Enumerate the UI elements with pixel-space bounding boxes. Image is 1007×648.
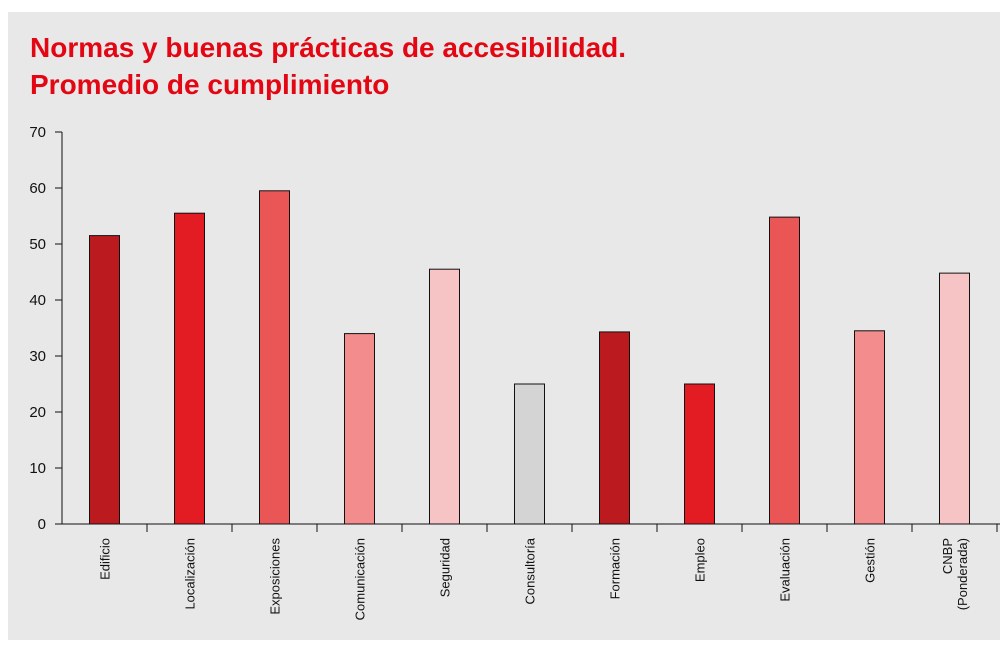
bar bbox=[599, 331, 630, 525]
bar bbox=[89, 235, 120, 525]
x-tick-label: Empleo bbox=[693, 538, 708, 582]
chart-title: Normas y buenas prácticas de accesibilid… bbox=[30, 32, 626, 63]
x-tick-label: Localización bbox=[183, 538, 198, 610]
bar bbox=[344, 333, 375, 525]
bar bbox=[514, 383, 545, 525]
chart-title: Promedio de cumplimiento bbox=[30, 69, 389, 100]
y-tick-label: 0 bbox=[38, 516, 46, 533]
x-tick-label: CNBP(Ponderada) bbox=[940, 538, 970, 610]
x-tick-label: Seguridad bbox=[438, 538, 453, 597]
bar bbox=[429, 268, 460, 525]
bar bbox=[939, 272, 970, 525]
bar bbox=[684, 383, 715, 525]
x-tick-label: Evaluación bbox=[778, 538, 793, 602]
x-tick-label: Formación bbox=[608, 538, 623, 599]
bar bbox=[174, 212, 205, 525]
y-tick-label: 40 bbox=[29, 292, 46, 309]
y-tick-label: 20 bbox=[29, 404, 46, 421]
y-tick-label: 30 bbox=[29, 348, 46, 365]
y-tick-label: 60 bbox=[29, 180, 46, 197]
y-tick-label: 50 bbox=[29, 236, 46, 253]
bar bbox=[854, 330, 885, 525]
bar bbox=[769, 216, 800, 525]
x-tick-label: Exposiciones bbox=[268, 538, 283, 615]
panel bbox=[8, 12, 1000, 640]
y-tick-label: 70 bbox=[29, 124, 46, 141]
bar bbox=[259, 190, 290, 525]
y-tick-label: 10 bbox=[29, 460, 46, 477]
x-tick-label: Gestión bbox=[863, 538, 878, 583]
x-tick-label: Comunicación bbox=[353, 538, 368, 620]
x-tick-label: Consultoría bbox=[523, 537, 538, 604]
x-tick-label: Edificio bbox=[98, 538, 113, 580]
